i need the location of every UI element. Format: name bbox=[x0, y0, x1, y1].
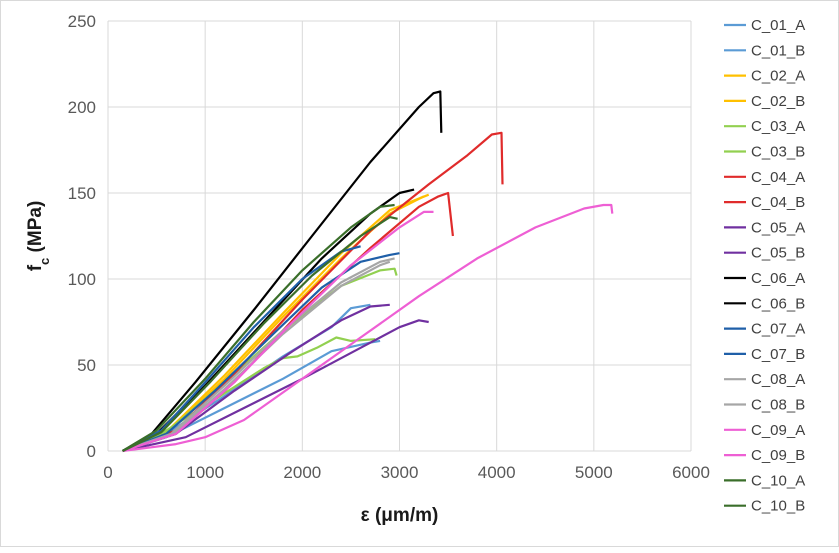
legend-label: C_07_A bbox=[751, 321, 805, 338]
legend-label: C_04_B bbox=[751, 194, 805, 211]
legend-label: C_02_A bbox=[751, 68, 805, 85]
y-tick-label: 150 bbox=[68, 184, 96, 203]
legend-label: C_09_B bbox=[751, 447, 805, 464]
series-line bbox=[122, 216, 398, 452]
series-line bbox=[122, 252, 400, 453]
y-tick-label: 100 bbox=[68, 270, 96, 289]
legend-label: C_10_A bbox=[751, 472, 805, 489]
legend-label: C_08_B bbox=[751, 397, 805, 414]
x-tick-label: 6000 bbox=[672, 463, 710, 482]
x-tick-label: 3000 bbox=[381, 463, 419, 482]
y-tick-label: 50 bbox=[77, 356, 96, 375]
legend-label: C_04_A bbox=[751, 169, 805, 186]
x-tick-label: 2000 bbox=[283, 463, 321, 482]
legend-label: C_03_B bbox=[751, 144, 805, 161]
series-line bbox=[122, 210, 434, 453]
x-tick-label: 4000 bbox=[478, 463, 516, 482]
x-tick-label: 0 bbox=[103, 463, 112, 482]
series-line bbox=[122, 319, 429, 453]
legend-label: C_10_B bbox=[751, 498, 805, 515]
legend-label: C_02_B bbox=[751, 93, 805, 110]
legend-label: C_05_A bbox=[751, 219, 805, 236]
legend-label: C_08_A bbox=[751, 371, 805, 388]
series-line bbox=[122, 303, 371, 453]
x-axis-title: ε (μm/m) bbox=[361, 505, 439, 526]
x-tick-label: 5000 bbox=[575, 463, 613, 482]
y-tick-label: 0 bbox=[87, 442, 96, 461]
y-axis-title: fc (MPa) bbox=[25, 201, 52, 272]
legend-label: C_01_A bbox=[751, 17, 805, 34]
series-line bbox=[122, 203, 614, 453]
y-tick-label: 200 bbox=[68, 98, 96, 117]
series-line bbox=[122, 90, 443, 452]
legend-label: C_01_B bbox=[751, 42, 805, 59]
legend-label: C_07_B bbox=[751, 346, 805, 363]
y-tick-label: 250 bbox=[68, 12, 96, 31]
x-tick-label: 1000 bbox=[186, 463, 224, 482]
series-line bbox=[122, 203, 395, 452]
legend-label: C_09_A bbox=[751, 422, 805, 439]
legend-label: C_06_A bbox=[751, 270, 805, 287]
legend-label: C_05_B bbox=[751, 245, 805, 262]
series-line bbox=[122, 131, 504, 453]
legend-label: C_03_A bbox=[751, 118, 805, 135]
legend-label: C_06_B bbox=[751, 295, 805, 312]
